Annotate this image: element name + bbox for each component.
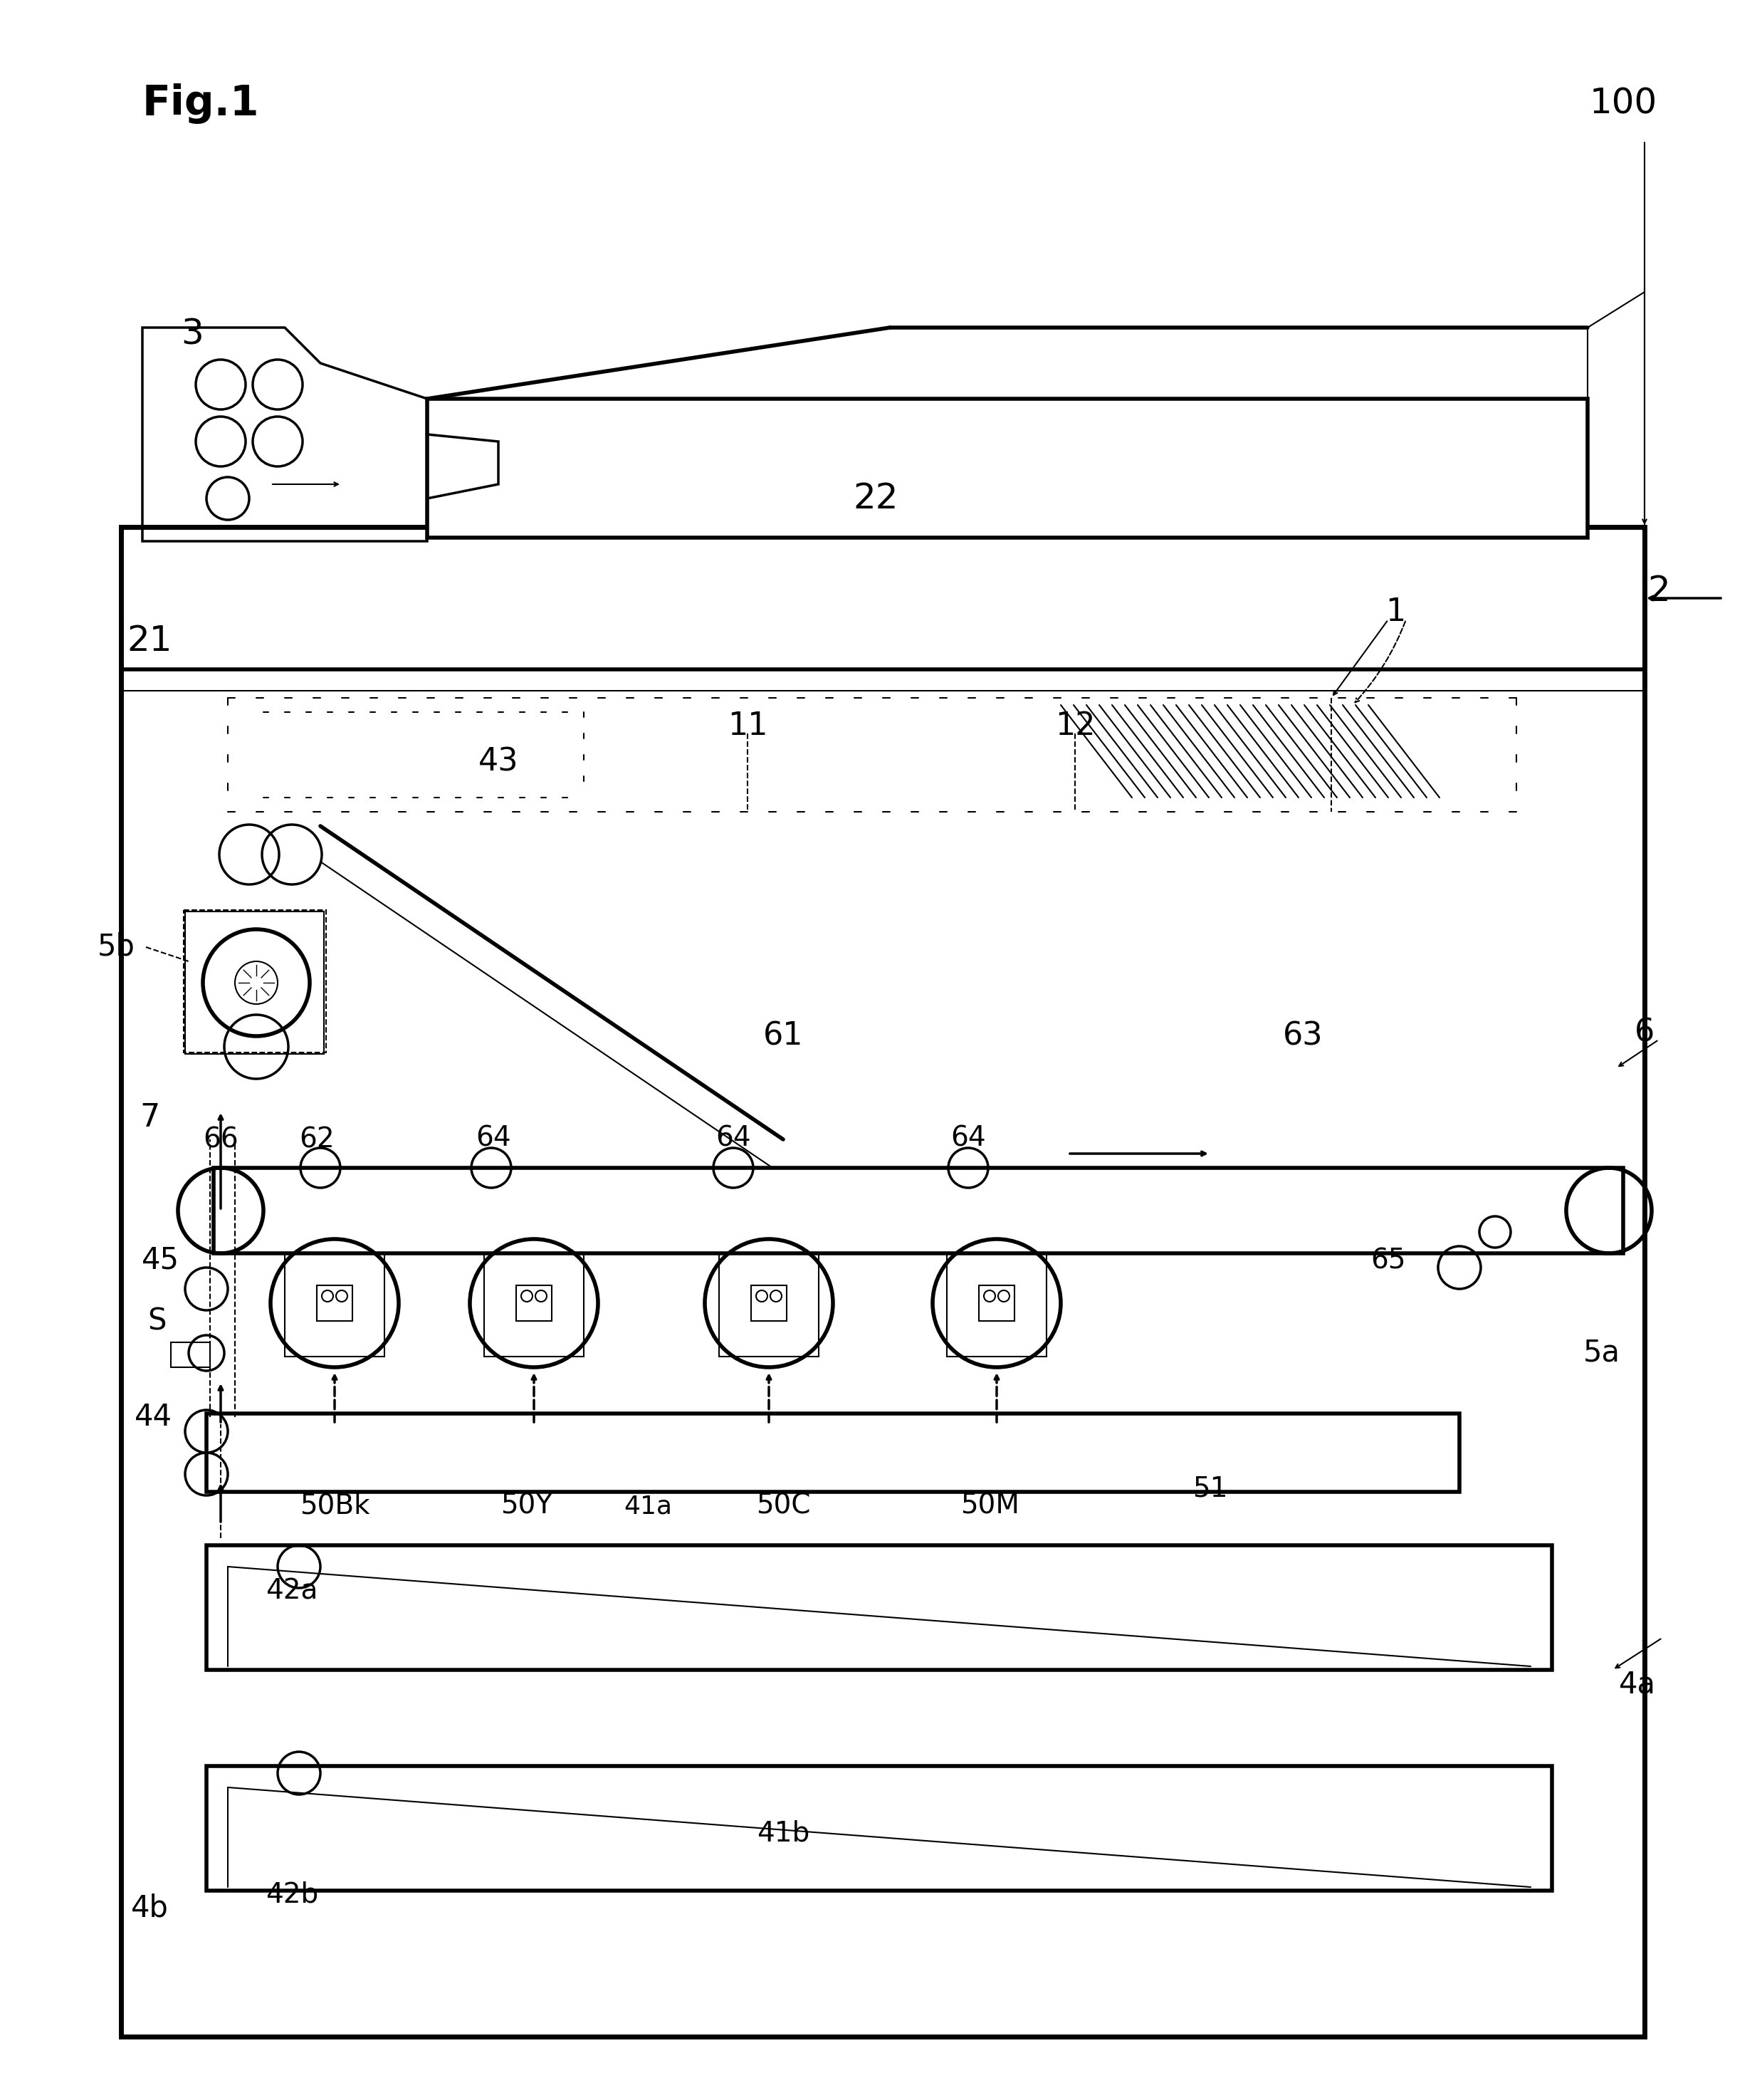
Text: 50M: 50M [960,1493,1018,1520]
Text: 2: 2 [1647,573,1670,609]
Text: 45: 45 [141,1245,180,1275]
Bar [185,911,324,1054]
Bar [516,1285,552,1321]
Text: 4a: 4a [1619,1669,1656,1699]
Text: 64: 64 [476,1124,511,1151]
Bar [751,1285,786,1321]
Text: 12: 12 [1055,712,1096,741]
Text: 44: 44 [134,1403,173,1432]
Text: 22: 22 [853,481,899,517]
Bar [719,1254,819,1357]
Text: 42a: 42a [266,1577,317,1604]
Bar [426,399,1588,538]
Text: 62: 62 [300,1126,335,1153]
Text: 50Bk: 50Bk [300,1493,370,1520]
Text: 5b: 5b [97,932,136,962]
Text: 1: 1 [1385,596,1406,628]
Text: 63: 63 [1283,1021,1323,1052]
Bar [122,527,1644,2037]
Text: 41b: 41b [756,1821,809,1848]
Bar [206,1766,1552,1890]
Bar [183,909,326,1052]
Text: 41a: 41a [624,1493,671,1518]
Bar [946,1254,1047,1357]
Bar [485,1254,583,1357]
Text: 42b: 42b [266,1882,319,1907]
Text: 65: 65 [1371,1247,1406,1275]
Text: 100: 100 [1589,86,1656,120]
Text: Fig.1: Fig.1 [143,84,259,124]
Text: 64: 64 [715,1124,751,1151]
Text: 61: 61 [763,1021,803,1052]
Text: 64: 64 [950,1124,987,1151]
Bar [171,1342,210,1367]
Bar [285,1254,384,1357]
Bar [213,1168,1623,1254]
Text: 11: 11 [728,712,768,741]
Text: 6: 6 [1635,1016,1655,1048]
Text: 3: 3 [181,317,204,353]
Text: 5a: 5a [1584,1338,1621,1367]
Bar [317,1285,352,1321]
Bar [206,1546,1552,1669]
Bar [206,1413,1459,1491]
Text: 7: 7 [139,1102,160,1134]
Text: 43: 43 [478,748,518,777]
Text: 50C: 50C [756,1493,811,1520]
Text: S: S [148,1306,166,1336]
Text: 66: 66 [203,1126,238,1153]
Text: 51: 51 [1193,1474,1228,1501]
Text: 21: 21 [127,624,173,657]
Text: 4b: 4b [130,1894,169,1924]
Text: 50Y: 50Y [500,1493,553,1520]
Bar [980,1285,1015,1321]
